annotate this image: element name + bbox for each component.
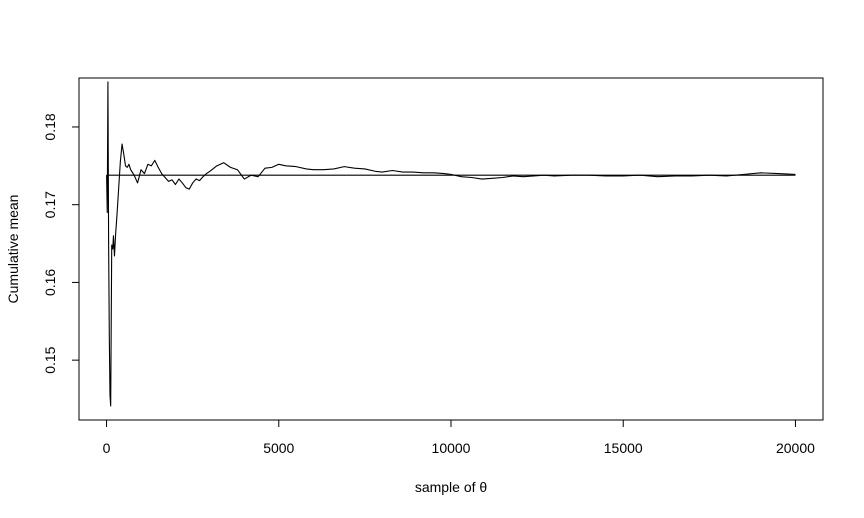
cumulative-mean-line (106, 81, 796, 407)
y-tick-label: 0.18 (42, 113, 58, 140)
x-tick-label: 15000 (604, 440, 643, 456)
y-tick-label: 0.17 (42, 191, 58, 218)
series-layer (106, 81, 796, 407)
x-tick-label: 5000 (263, 440, 294, 456)
plot-area-border (78, 77, 824, 421)
y-axis-title: Cumulative mean (5, 195, 21, 304)
x-tick-label: 0 (103, 440, 111, 456)
x-tick-label: 10000 (432, 440, 471, 456)
x-axis: 0 5000 10000 15000 20000 (103, 419, 815, 456)
y-tick-label: 0.15 (42, 346, 58, 373)
x-axis-title: sample of θ (415, 479, 488, 495)
y-tick-label: 0.16 (42, 269, 58, 296)
y-axis: 0.15 0.16 0.17 0.18 (42, 113, 80, 374)
x-tick-label: 20000 (776, 440, 815, 456)
